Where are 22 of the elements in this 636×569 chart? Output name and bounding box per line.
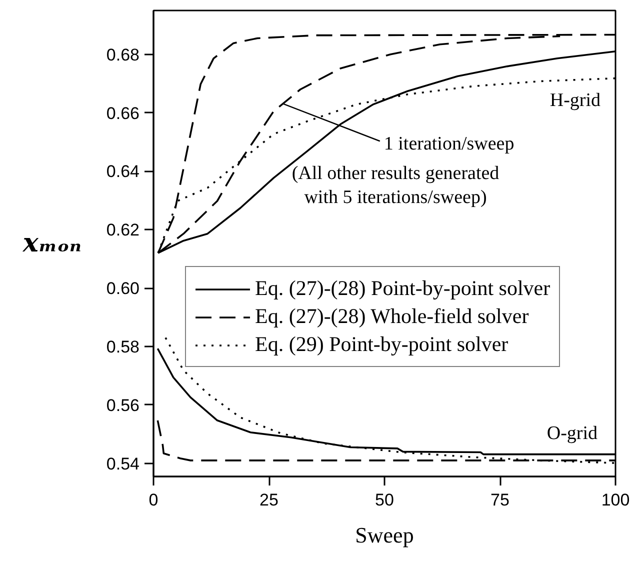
annotation: 1 iteration/sweep: [384, 134, 514, 155]
legend-label: Eq. (29) Point-by-point solver: [255, 332, 508, 357]
x-tick-label: 25: [260, 490, 278, 510]
legend-label: Eq. (27)-(28) Whole-field solver: [255, 304, 529, 329]
y-tick-label: 0.66: [106, 104, 140, 123]
y-tick-label: 0.54: [106, 454, 140, 474]
annotation: (All other results generated with 5 iterations/sweep): [292, 162, 500, 208]
legend-label: Eq. (27)-(28) Point-by-point solver: [255, 276, 550, 301]
y-tick-label: 0.68: [106, 45, 140, 64]
x-tick-label: 50: [375, 490, 394, 510]
y-axis-title: xₘₒₙ: [22, 228, 82, 258]
x-axis-title: Sweep: [355, 522, 414, 548]
annotation: O-grid: [546, 423, 598, 444]
x-tick-label: 100: [601, 490, 630, 510]
y-tick-label: 0.58: [106, 337, 140, 356]
y-tick-label: 0.64: [106, 162, 140, 182]
annotation: H-grid: [550, 90, 601, 111]
y-tick-label: 0.62: [106, 220, 140, 240]
x-tick-label: 75: [490, 490, 510, 510]
x-tick-label: 0: [148, 490, 158, 510]
y-tick-label: 0.56: [106, 396, 140, 415]
y-tick-label: 0.60: [106, 279, 140, 298]
